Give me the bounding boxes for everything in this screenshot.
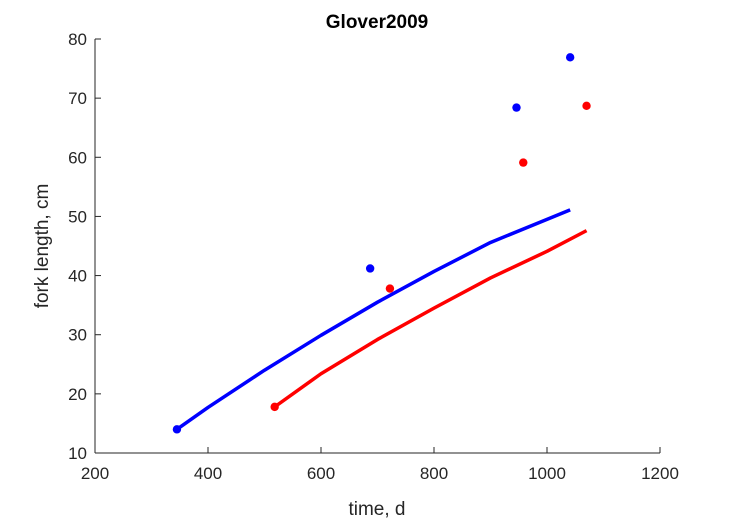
data-point [270, 402, 279, 412]
y-axis-label: fork length, cm [32, 184, 53, 309]
chart-title: Glover2009 [326, 12, 428, 33]
x-tick-label: 200 [81, 464, 109, 483]
x-tick-label: 600 [307, 464, 335, 483]
data-point [565, 53, 575, 62]
axes: 200 400 600 800 1000 1200 10 20 30 40 50 60 70 80 [68, 30, 679, 483]
y-tick-label: 60 [68, 148, 87, 167]
x-tick-label: 800 [420, 464, 448, 483]
fit-curve-line [175, 208, 571, 431]
x-tick-label: 1000 [528, 464, 566, 483]
fit-curve-line [273, 229, 588, 409]
data-point [385, 284, 395, 293]
data-point [172, 425, 182, 434]
data-point [512, 103, 521, 112]
y-tick-label: 20 [68, 385, 87, 404]
y-tick-label: 80 [68, 30, 87, 49]
plot-area [95, 39, 660, 453]
y-tick-label: 40 [68, 267, 87, 286]
data-point [519, 158, 528, 167]
y-tick-label: 10 [68, 444, 87, 463]
y-tick-label: 30 [68, 326, 87, 345]
y-tick-label: 70 [68, 89, 87, 108]
series-layer [172, 53, 591, 434]
data-point [582, 101, 591, 111]
y-tick-label: 50 [68, 207, 87, 226]
x-axis-label: time, d [348, 499, 405, 520]
x-tick-label: 1200 [641, 464, 679, 483]
x-tick-label: 400 [194, 464, 222, 483]
data-point [365, 264, 375, 273]
